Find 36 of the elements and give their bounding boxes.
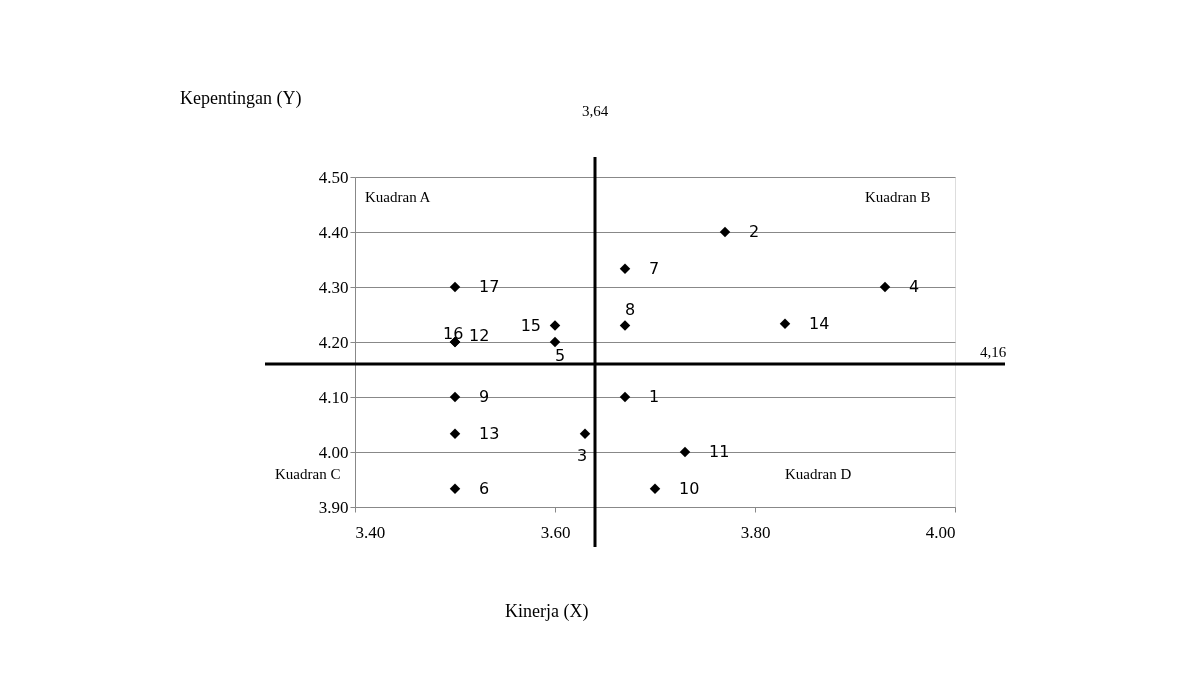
x-tick-label: 3.80: [740, 522, 771, 542]
y-axis-title: Kepentingan (Y): [180, 88, 302, 109]
annotation: 13: [479, 423, 500, 443]
annotation: 4: [909, 277, 920, 296]
annotation: 12: [469, 326, 490, 345]
y-tick-label: 4.00: [318, 442, 349, 462]
annotation: 17: [479, 277, 500, 296]
y-tick-label: 4.30: [318, 277, 349, 297]
annotation: Kuadran D: [785, 466, 852, 482]
y-tick-label: 4.10: [318, 387, 349, 407]
annotation: 5: [555, 346, 566, 365]
x-tick-label: 4.00: [925, 522, 956, 542]
ref-line-label: 3,64: [581, 103, 609, 119]
ref-line-label: 4,16: [980, 344, 1007, 360]
y-tick-label: 4.20: [318, 332, 349, 352]
annotation: 9: [479, 387, 490, 406]
annotation: 1: [649, 387, 660, 406]
annotation: 10: [679, 478, 700, 498]
annotation: 8: [625, 299, 636, 319]
annotation: 6: [479, 478, 490, 498]
x-tick-label: 3.40: [355, 522, 386, 542]
x-tick-label: 3.60: [540, 522, 571, 542]
annotation: 3: [577, 445, 588, 465]
y-tick-label: 4.40: [318, 222, 349, 242]
annotation: 2: [749, 222, 760, 241]
annotation: 14: [809, 313, 830, 333]
annotation: 7: [649, 258, 660, 278]
y-tick-label: 4.50: [318, 167, 349, 187]
annotation: 16: [443, 324, 464, 343]
y-tick-label: 3.90: [318, 497, 349, 517]
annotation: Kuadran B: [865, 189, 931, 205]
annotation: Kuadran A: [365, 189, 431, 205]
text: Kuadran C: [275, 466, 341, 482]
x-axis-title: Kinerja (X): [505, 601, 589, 622]
annotation: 15: [520, 315, 541, 335]
annotation: 11: [709, 442, 730, 461]
